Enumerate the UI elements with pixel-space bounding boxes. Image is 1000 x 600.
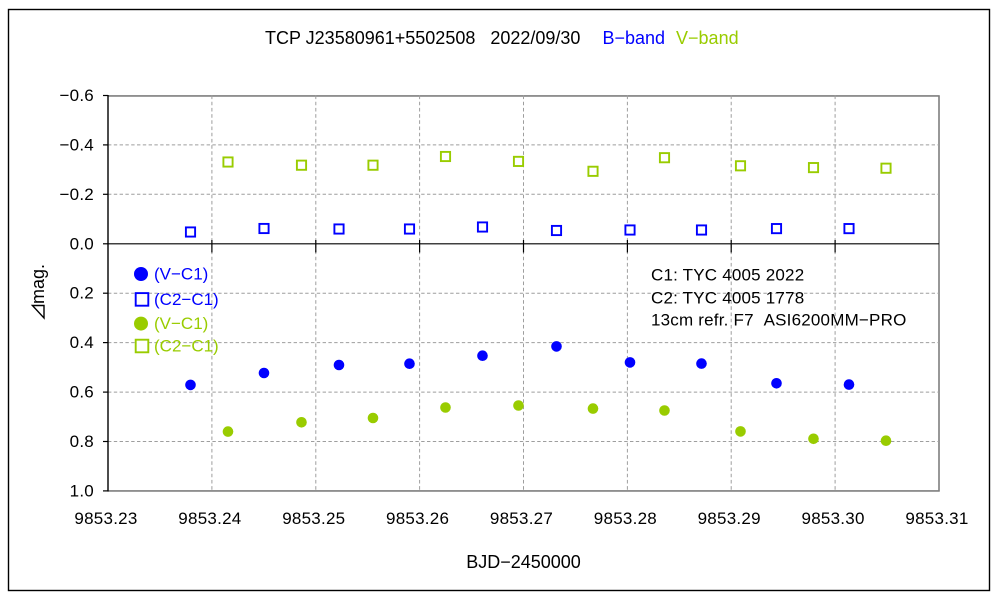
svg-text:−0.2: −0.2: [59, 185, 94, 204]
svg-text:(V−C1): (V−C1): [154, 314, 208, 333]
svg-text:9853.31: 9853.31: [905, 509, 968, 528]
svg-text:C2: TYC 4005 1778: C2: TYC 4005 1778: [651, 289, 804, 308]
svg-text:−0.6: −0.6: [59, 86, 94, 105]
svg-text:1.0: 1.0: [70, 481, 94, 500]
svg-text:(V−C1): (V−C1): [154, 265, 208, 284]
svg-text:0.4: 0.4: [70, 333, 94, 352]
svg-text:0.6: 0.6: [70, 383, 94, 402]
svg-text:9853.24: 9853.24: [178, 509, 241, 528]
svg-text:9853.25: 9853.25: [282, 509, 345, 528]
svg-text:TCP J23580961+5502508 2022/0: TCP J23580961+5502508 2022/09/30 B−band …: [265, 28, 739, 48]
svg-text:C1: TYC 4005 2022: C1: TYC 4005 2022: [651, 266, 804, 285]
svg-text:mag.: mag.: [28, 264, 48, 304]
svg-text:9853.29: 9853.29: [698, 509, 761, 528]
svg-text:−0.4: −0.4: [59, 135, 94, 154]
svg-text:9853.27: 9853.27: [490, 509, 553, 528]
svg-text:9853.23: 9853.23: [74, 509, 137, 528]
svg-text:0.0: 0.0: [70, 234, 94, 253]
svg-text:13cm refr. F7 ASI6200MM−PRO: 13cm refr. F7 ASI6200MM−PRO: [651, 311, 907, 330]
svg-text:9853.30: 9853.30: [801, 509, 864, 528]
svg-text:9853.28: 9853.28: [594, 509, 657, 528]
svg-text:0.2: 0.2: [70, 284, 94, 303]
svg-text:0.8: 0.8: [70, 432, 94, 451]
svg-text:(C2−C1): (C2−C1): [154, 337, 219, 356]
svg-text:(C2−C1): (C2−C1): [154, 290, 219, 309]
svg-text:9853.26: 9853.26: [386, 509, 449, 528]
svg-text:BJD−2450000: BJD−2450000: [466, 552, 581, 572]
